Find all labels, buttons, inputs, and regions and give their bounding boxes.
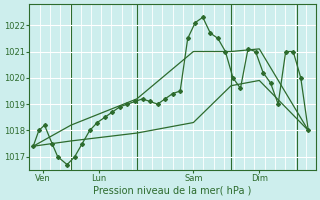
X-axis label: Pression niveau de la mer( hPa ): Pression niveau de la mer( hPa ) bbox=[93, 186, 252, 196]
